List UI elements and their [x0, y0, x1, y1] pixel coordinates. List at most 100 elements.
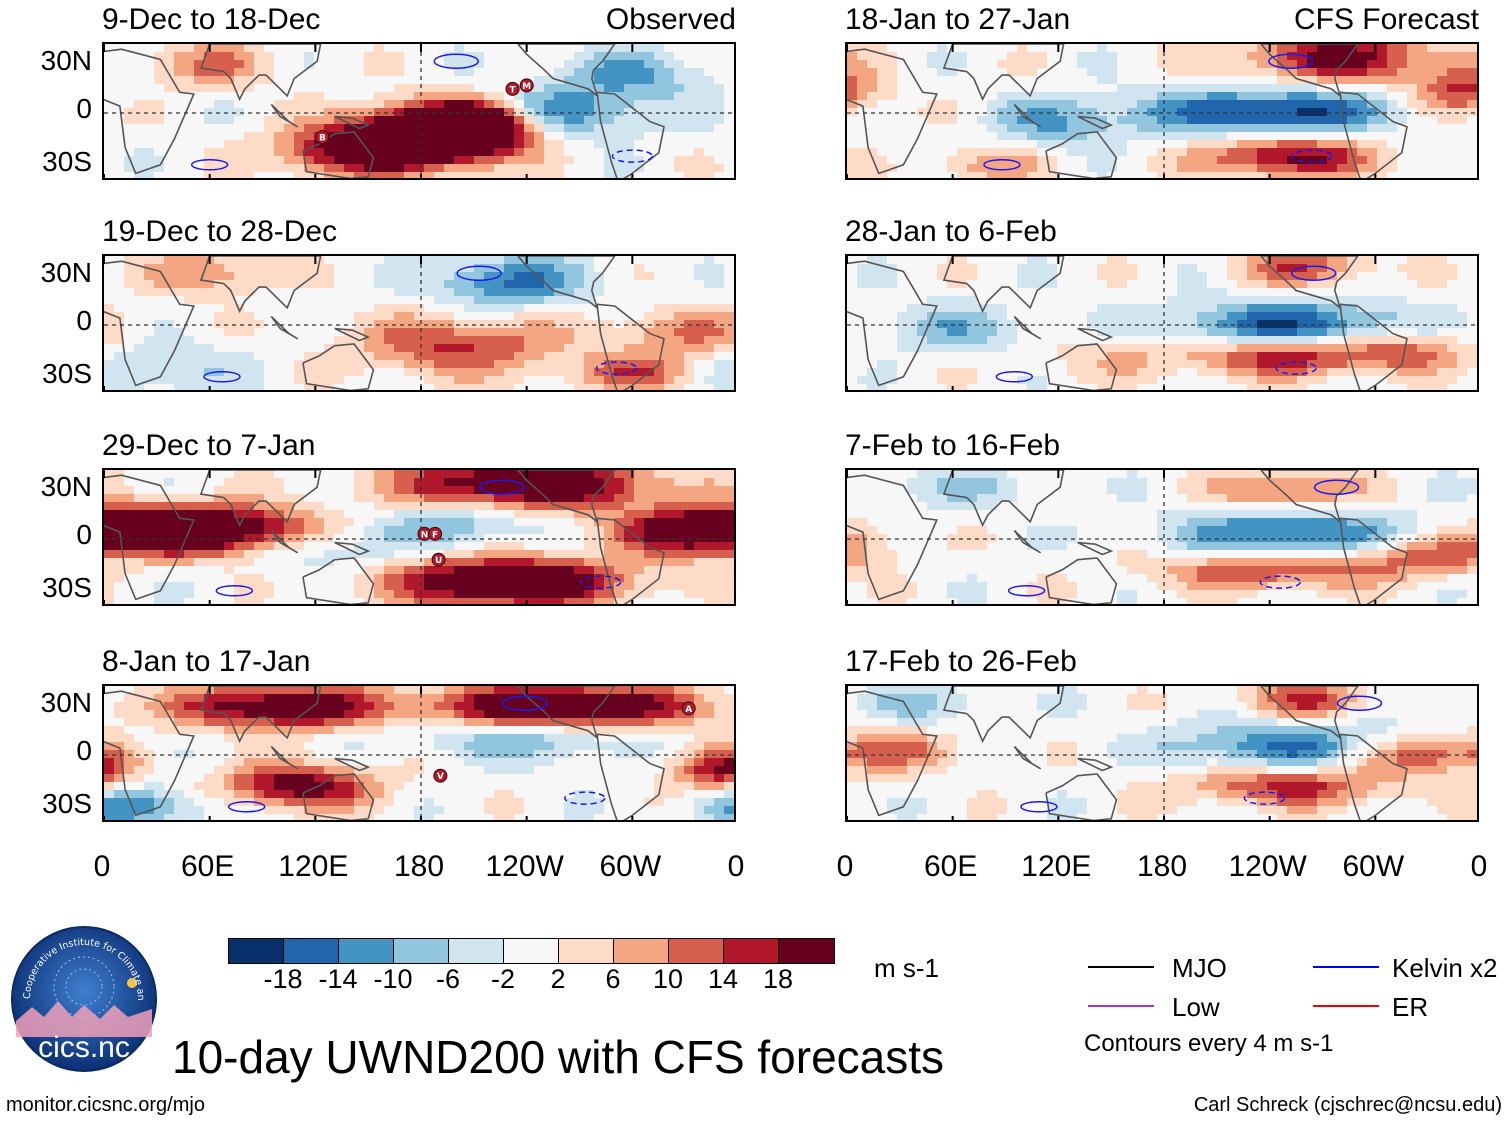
map-panel: [845, 468, 1479, 606]
panel-tag: Observed: [605, 3, 736, 36]
coastline: [596, 517, 665, 604]
panel-title: 8-Jan to 17-Jan: [102, 645, 311, 678]
wind-field: [847, 470, 1477, 604]
wind-field: [847, 256, 1477, 390]
coastline: [334, 541, 371, 556]
colorbar-tick: -2: [490, 964, 515, 994]
coastline: [847, 690, 938, 817]
coastline: [1260, 470, 1359, 525]
coastline: [847, 48, 938, 175]
coastline: [334, 115, 371, 130]
coastline: [1077, 115, 1114, 130]
colorbar-swatch: [229, 939, 284, 963]
coastline: [847, 474, 938, 601]
colorbar-tick: -6: [435, 964, 460, 994]
kelvin-contour: [456, 265, 502, 281]
coastline: [517, 256, 616, 311]
lat-label: 30S: [42, 358, 92, 389]
kelvin-contour: [611, 149, 654, 163]
wind-field: N F U: [104, 470, 734, 604]
coastline: [1013, 745, 1042, 770]
coastline: [270, 745, 299, 770]
map-panel: [845, 254, 1479, 392]
colorbar-tick: -14: [318, 964, 358, 994]
kelvin-contour: [215, 585, 254, 597]
lon-label: 60E: [180, 850, 235, 883]
colorbar-swatch: [559, 939, 614, 963]
lat-label: 0: [76, 519, 92, 550]
lon-label: 0: [727, 850, 745, 883]
kelvin-contour: [564, 791, 606, 805]
lat-label: 30N: [40, 687, 92, 718]
panel-title: 9-Dec to 18-Dec: [102, 3, 321, 36]
coastline: [1339, 91, 1408, 178]
kelvin-contour: [1313, 479, 1360, 495]
coastline: [1077, 757, 1114, 772]
lat-label: 0: [76, 93, 92, 124]
coastline: [1013, 103, 1042, 128]
coastline: [334, 327, 371, 342]
coastline: [847, 260, 938, 387]
coastline: [1339, 733, 1408, 820]
coastline: [104, 474, 195, 601]
lon-label: 0: [1470, 850, 1488, 883]
coastline: [1077, 541, 1114, 556]
kelvin-contour: [995, 371, 1034, 383]
colorbar-tick: 14: [707, 964, 739, 994]
lat-label: 30S: [42, 788, 92, 819]
storm-marker: F: [428, 526, 443, 541]
kelvin-contour: [479, 479, 525, 495]
legend-label-kelvin: Kelvin x2: [1392, 953, 1498, 983]
lon-label: 0: [836, 850, 854, 883]
coastline: [302, 343, 375, 390]
lon-label: 120W: [1228, 850, 1307, 883]
lon-label: 120E: [1021, 850, 1092, 883]
wind-field: [104, 256, 734, 390]
coastline: [517, 44, 616, 99]
kelvin-contour: [595, 361, 638, 375]
storm-marker-label: V: [437, 772, 444, 782]
storm-marker: A: [681, 701, 696, 716]
coastline: [1013, 315, 1042, 340]
kelvin-contour: [1259, 575, 1301, 589]
logo-name: cics.nc: [38, 1031, 130, 1064]
kelvin-contour: [203, 371, 241, 383]
coastline: [104, 260, 195, 387]
colorbar-tick: 2: [550, 964, 566, 994]
coastline: [104, 48, 195, 175]
kelvin-contour: [1243, 791, 1286, 805]
colorbar-tick: 6: [605, 964, 621, 994]
panel-title: 18-Jan to 27-Jan: [845, 3, 1071, 36]
lon-label: 180: [1136, 850, 1188, 883]
coastline: [199, 686, 322, 744]
colorbar-units: m s-1: [874, 953, 939, 983]
figure-title: 10-day UWND200 with CFS forecasts: [172, 1031, 945, 1083]
storm-marker: T: [505, 81, 520, 96]
storm-marker-label: M: [522, 82, 531, 92]
colorbar-swatch: [339, 939, 394, 963]
storm-marker: U: [431, 552, 446, 567]
colorbar-swatch: [504, 939, 559, 963]
storm-marker-label: B: [319, 134, 326, 144]
colorbar-tick: 18: [762, 964, 794, 994]
coastline: [942, 686, 1065, 744]
coastline: [1260, 686, 1359, 741]
coastline: [270, 315, 299, 340]
legend-line-er: [1313, 1005, 1379, 1007]
panel-title: 7-Feb to 16-Feb: [845, 429, 1061, 462]
legend-line-low: [1088, 1005, 1154, 1007]
map-panel: [845, 42, 1479, 180]
coastline: [199, 256, 322, 314]
colorbar-swatch: [614, 939, 669, 963]
wind-field: T M B: [104, 44, 734, 178]
storm-marker-label: A: [685, 705, 692, 715]
coastline: [1260, 256, 1359, 311]
coastline: [1339, 517, 1408, 604]
lat-label: 30S: [42, 146, 92, 177]
coastline: [517, 686, 616, 741]
coastline: [199, 470, 322, 528]
kelvin-contour: [1336, 695, 1383, 711]
